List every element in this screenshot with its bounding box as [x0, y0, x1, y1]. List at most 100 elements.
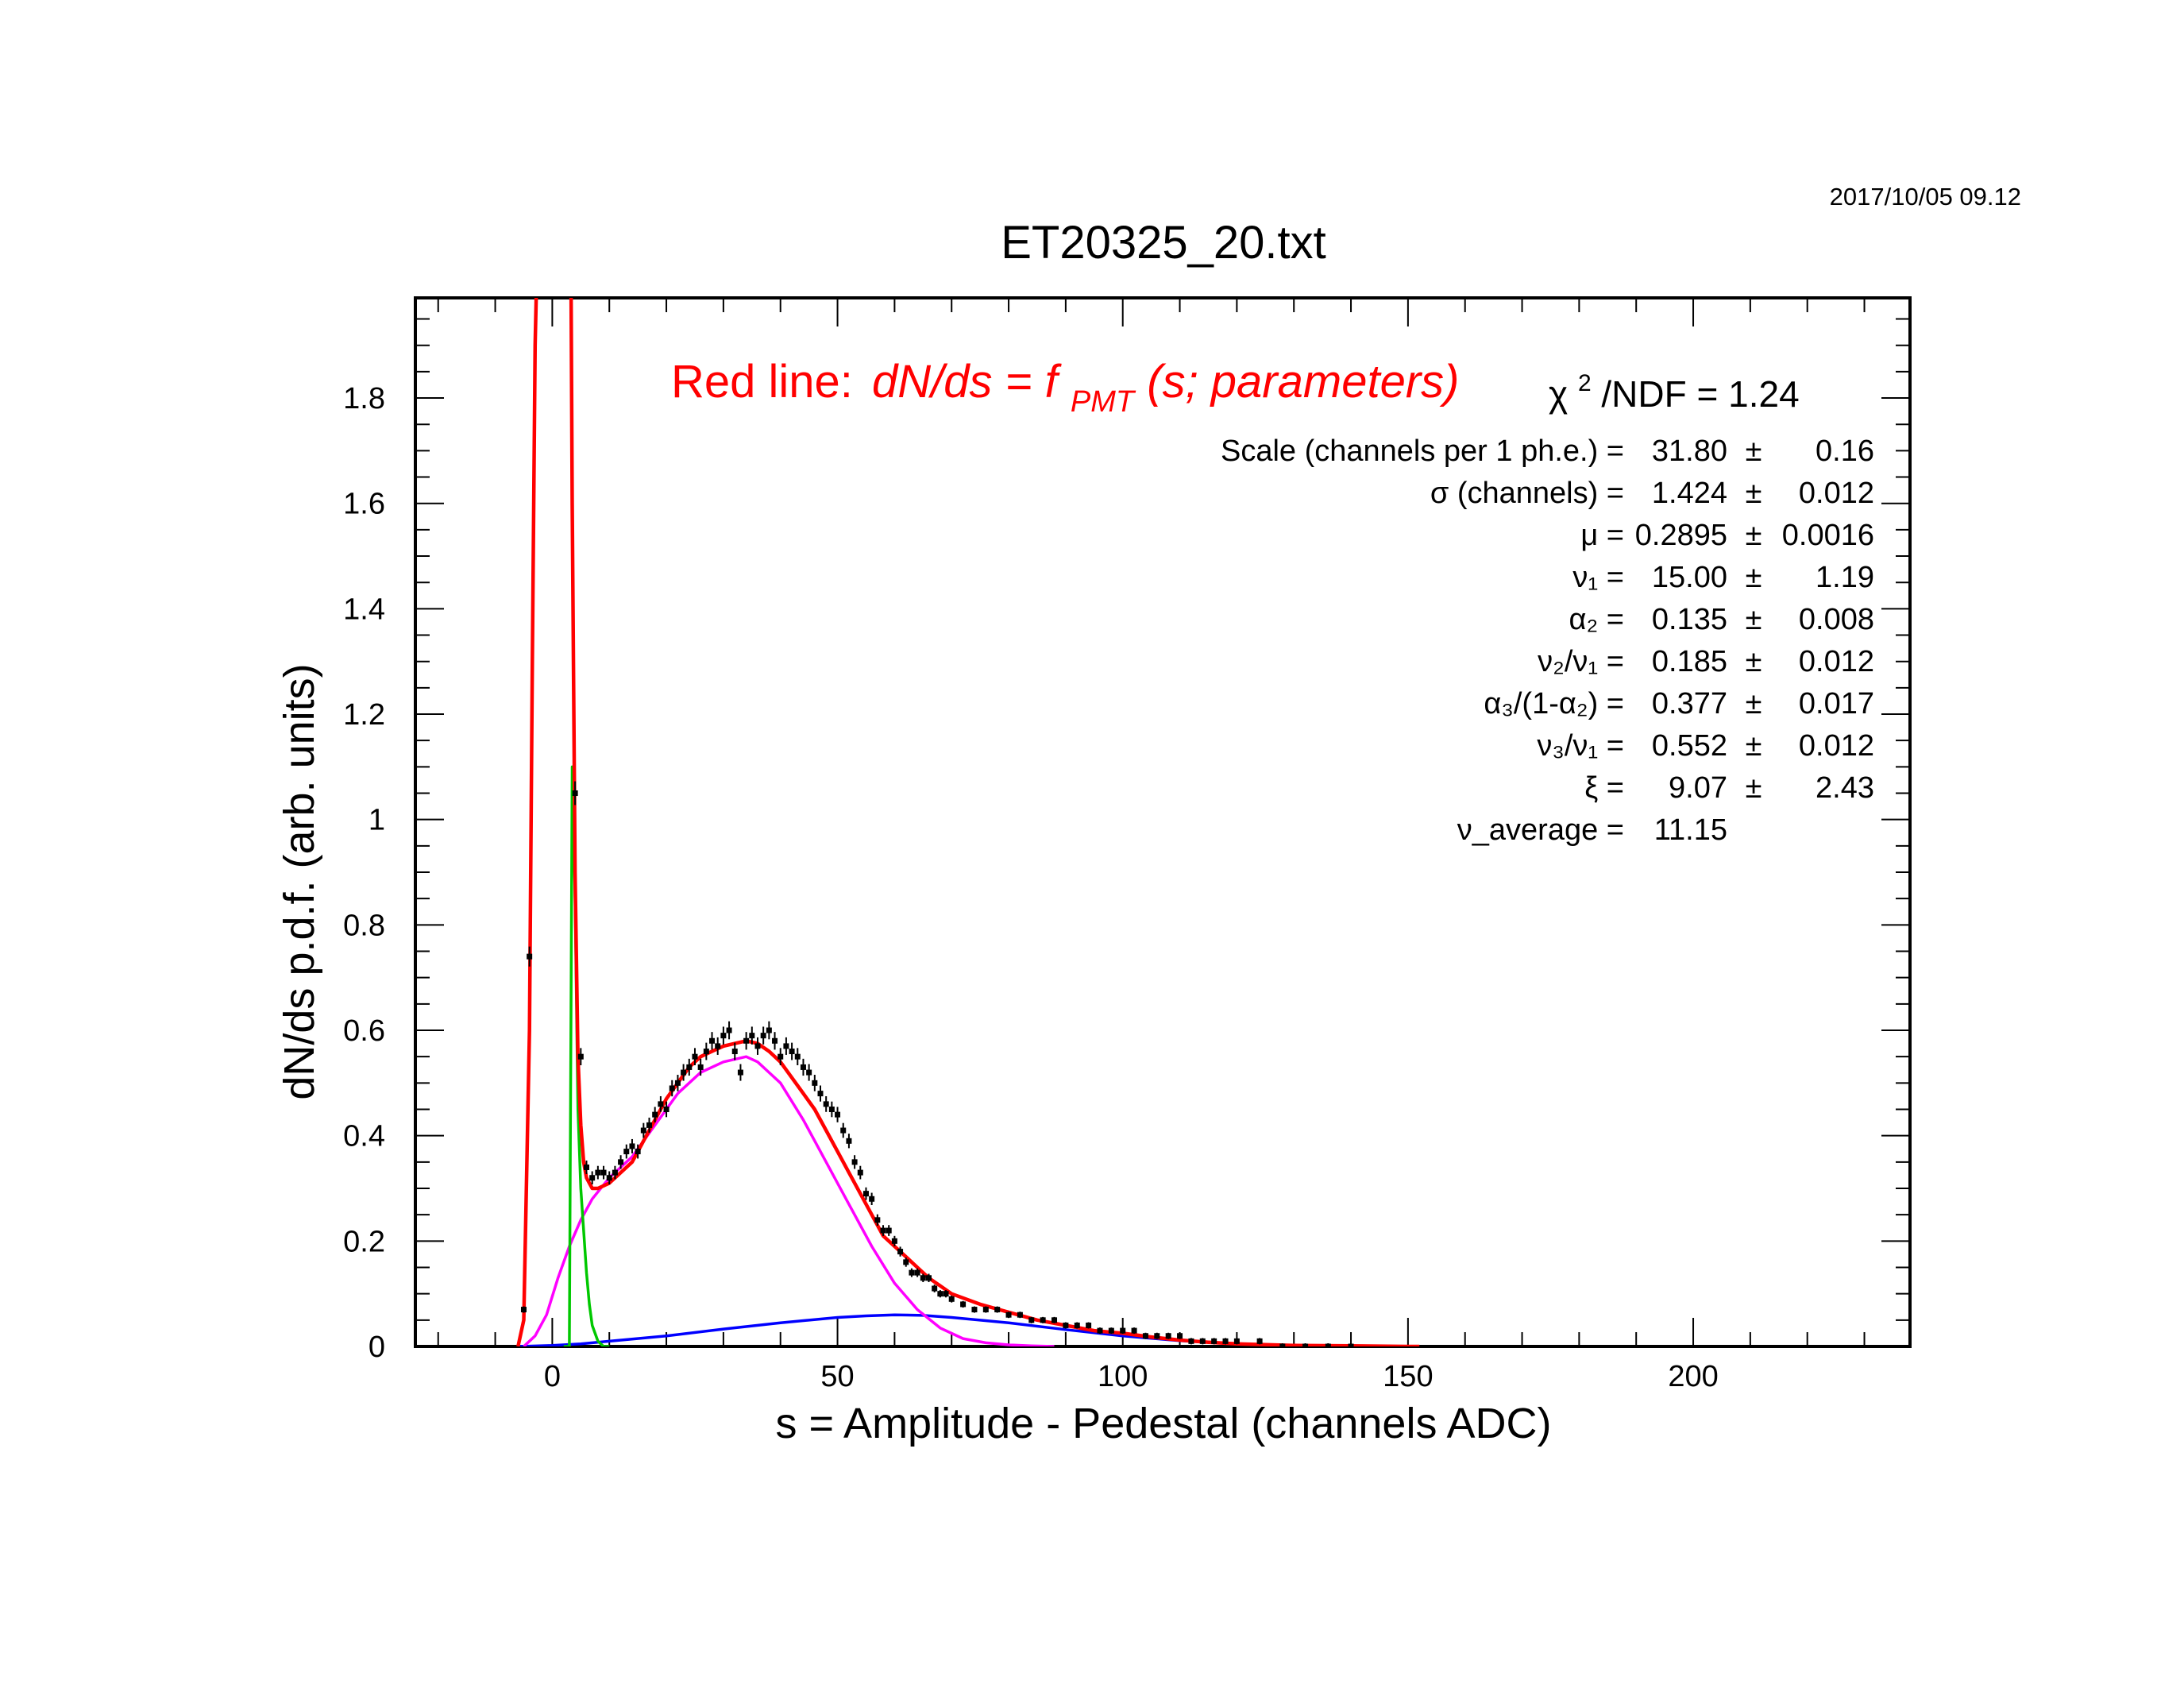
param-label: σ (channels) =	[1430, 477, 1624, 510]
data-point	[737, 1069, 743, 1076]
param-error: 0.017	[1799, 687, 1874, 720]
chi2-superscript: 2	[1578, 370, 1592, 396]
data-point	[835, 1111, 841, 1118]
data-point	[618, 1159, 624, 1165]
data-point	[1086, 1322, 1092, 1328]
y-tick-label: 1.2	[343, 698, 385, 732]
param-value: 31.80	[1652, 435, 1727, 468]
data-point	[886, 1227, 892, 1234]
fit-formula-args: (s; parameters)	[1147, 356, 1459, 408]
data-point	[686, 1064, 693, 1070]
data-point	[652, 1111, 658, 1118]
data-point	[1097, 1327, 1103, 1334]
param-error: 1.19	[1815, 561, 1874, 594]
data-point	[726, 1027, 732, 1033]
param-plus-minus: ±	[1746, 603, 1762, 636]
param-error: 0.012	[1799, 729, 1874, 763]
data-point	[960, 1301, 967, 1308]
data-point	[1188, 1338, 1194, 1344]
data-point	[1177, 1333, 1183, 1339]
param-error: 0.012	[1799, 645, 1874, 678]
data-point	[715, 1043, 721, 1049]
data-point	[572, 790, 578, 797]
data-point	[857, 1169, 863, 1176]
data-point	[595, 1169, 601, 1176]
data-point	[789, 1049, 795, 1055]
data-point	[920, 1275, 926, 1281]
data-point	[681, 1069, 687, 1076]
data-point	[880, 1227, 886, 1234]
data-point	[635, 1149, 641, 1155]
param-plus-minus: ±	[1746, 519, 1762, 552]
data-point	[828, 1107, 835, 1113]
param-error: 0.008	[1799, 603, 1874, 636]
data-point	[766, 1027, 772, 1033]
y-tick-label: 0.4	[343, 1120, 385, 1153]
data-point	[760, 1033, 766, 1039]
data-point	[731, 1049, 738, 1055]
data-point	[629, 1143, 635, 1149]
fit-description-prefix: Red line:	[671, 356, 853, 408]
data-point	[749, 1033, 755, 1039]
data-point	[623, 1149, 630, 1155]
series-line-fit-total	[516, 298, 1420, 1346]
data-point	[697, 1064, 704, 1070]
param-plus-minus: ±	[1746, 435, 1762, 468]
data-point	[1120, 1327, 1126, 1334]
param-error: 0.0016	[1782, 519, 1874, 552]
param-value: 0.377	[1652, 687, 1727, 720]
fit-formula-main: dN/ds = f	[872, 356, 1063, 408]
data-point	[817, 1091, 824, 1097]
x-tick-label: 0	[544, 1360, 561, 1393]
data-point	[612, 1169, 618, 1176]
param-value: 0.135	[1652, 603, 1727, 636]
data-points	[520, 781, 1354, 1346]
timestamp: 2017/10/05 09.12	[1830, 183, 2021, 211]
data-point	[646, 1122, 653, 1128]
data-point	[658, 1101, 664, 1107]
data-point	[846, 1138, 852, 1144]
data-point	[1279, 1343, 1286, 1346]
data-point	[674, 1080, 681, 1086]
data-point	[743, 1037, 750, 1044]
data-point	[583, 1164, 589, 1170]
param-plus-minus: ±	[1746, 561, 1762, 594]
param-error: 0.16	[1815, 435, 1874, 468]
data-point	[971, 1307, 978, 1313]
data-point	[589, 1175, 596, 1181]
data-point	[823, 1101, 829, 1107]
data-point	[909, 1269, 915, 1276]
data-point	[1040, 1317, 1046, 1323]
y-tick-label: 0.2	[343, 1225, 385, 1258]
data-point	[925, 1275, 932, 1281]
data-point	[1017, 1311, 1023, 1318]
chi2-value: /NDF = 1.24	[1601, 373, 1799, 415]
data-point	[982, 1307, 989, 1313]
data-point	[874, 1217, 881, 1223]
data-point	[692, 1053, 698, 1060]
data-point	[1199, 1338, 1206, 1344]
data-point	[851, 1159, 858, 1165]
data-point	[800, 1064, 806, 1070]
data-point	[754, 1043, 761, 1049]
x-tick-label: 200	[1668, 1360, 1718, 1393]
data-point	[720, 1033, 727, 1039]
data-point	[669, 1085, 675, 1091]
param-value: 0.185	[1652, 645, 1727, 678]
data-point	[932, 1285, 938, 1292]
data-point	[862, 1191, 869, 1197]
y-tick-label: 1.8	[343, 382, 385, 415]
param-label: α₃/(1-α₂) =	[1484, 687, 1624, 720]
param-value: 0.2895	[1635, 519, 1727, 552]
plot-area: 0 50 100 150 200 0 0.2 0.4 0.6 0.8 1 1.2 1.4 1.6 1.8	[343, 296, 1912, 1393]
y-tick-label: 1	[369, 804, 385, 837]
param-label: ν₁ =	[1572, 561, 1624, 594]
data-point	[812, 1080, 818, 1086]
param-plus-minus: ±	[1746, 729, 1762, 763]
param-value: 9.07	[1669, 771, 1727, 805]
data-point	[937, 1291, 943, 1297]
data-point	[709, 1037, 716, 1044]
data-point	[778, 1053, 784, 1060]
param-label: ν_average =	[1457, 813, 1624, 847]
